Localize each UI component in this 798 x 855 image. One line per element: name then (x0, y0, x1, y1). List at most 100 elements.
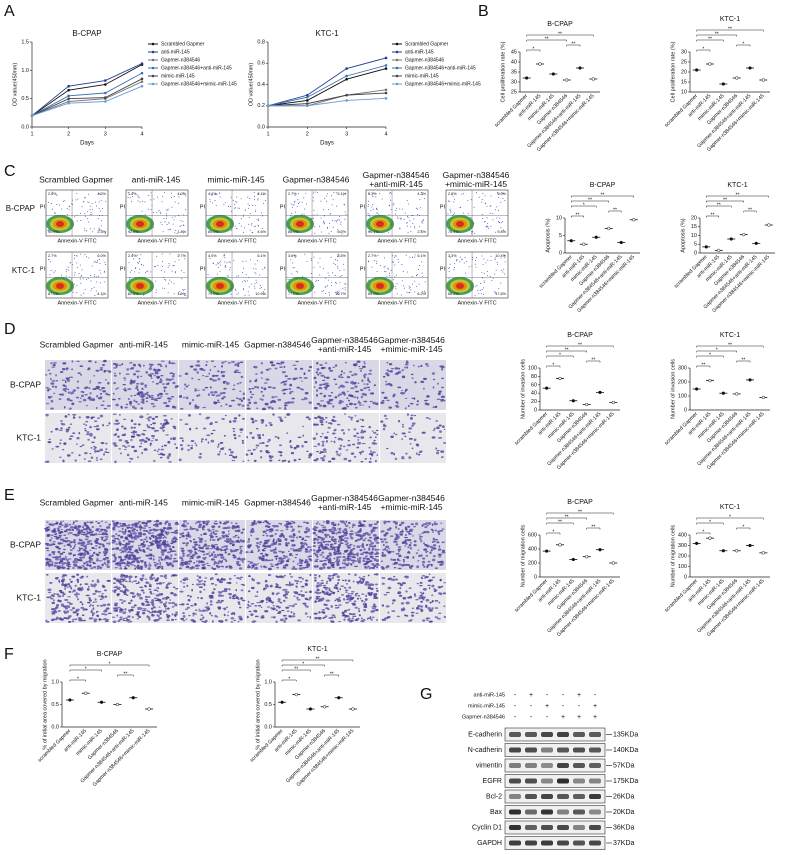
stained-cell (440, 560, 444, 564)
stained-cell (368, 453, 371, 455)
stained-cell (142, 549, 145, 552)
stained-cell (315, 432, 318, 436)
stained-cell (55, 532, 58, 536)
stained-cell (56, 379, 59, 382)
stained-cell (325, 384, 330, 388)
event-dot (497, 192, 499, 194)
event-dot (321, 291, 323, 293)
stained-cell (332, 546, 336, 548)
stained-cell (115, 533, 118, 536)
stained-cell (201, 520, 206, 523)
stained-cell (122, 418, 127, 421)
stained-cell (145, 536, 148, 539)
event-dot (257, 193, 259, 195)
event-dot (423, 219, 425, 221)
event-dot (334, 274, 336, 276)
stained-cell (351, 525, 354, 529)
event-dot (422, 276, 424, 278)
stained-cell (200, 438, 205, 440)
event-dot (98, 208, 100, 210)
stained-cell (139, 391, 144, 394)
stained-cell (375, 555, 379, 558)
stained-cell (209, 538, 212, 541)
stained-cell (147, 438, 151, 441)
stained-cell (186, 554, 190, 557)
stained-cell (316, 367, 320, 371)
stained-cell (375, 542, 380, 544)
stained-cell (394, 433, 398, 436)
stained-cell (317, 373, 320, 376)
event-dot (47, 229, 49, 231)
stained-cell (164, 522, 167, 525)
stained-cell (186, 541, 189, 544)
stained-cell (337, 395, 340, 397)
event-dot (214, 193, 216, 195)
event-dot (150, 208, 152, 210)
stained-cell (103, 369, 107, 373)
event-dot (238, 223, 240, 225)
stained-cell (360, 460, 364, 463)
y-tick-label: 80 (531, 374, 537, 380)
stained-cell (239, 545, 244, 548)
event-dot (259, 287, 261, 289)
stained-cell (270, 565, 274, 568)
stained-cell (218, 525, 221, 528)
event-dot (316, 214, 318, 216)
stained-cell (269, 457, 272, 460)
event-dot (449, 263, 451, 265)
x-axis-label: Annexin-V FITC (297, 300, 336, 306)
stained-cell (438, 437, 443, 439)
stained-cell (206, 545, 211, 547)
event-dot (297, 203, 299, 205)
stained-cell (84, 387, 88, 390)
stained-cell (366, 386, 371, 389)
data-point (384, 91, 388, 95)
panel-letter: E (4, 487, 15, 504)
stained-cell (340, 370, 343, 373)
stained-cell (362, 559, 366, 562)
stained-cell (139, 528, 142, 532)
event-dot (416, 214, 418, 216)
stained-cell (126, 441, 130, 444)
stained-cell (159, 393, 164, 396)
stained-cell (304, 391, 309, 395)
stained-cell (147, 567, 151, 570)
stained-cell (156, 536, 160, 540)
stained-cell (417, 365, 420, 368)
stained-cell (64, 380, 67, 384)
stained-cell (324, 388, 328, 391)
mean-marker (131, 696, 135, 700)
stained-cell (63, 544, 66, 547)
stained-cell (153, 449, 157, 452)
stained-cell (282, 380, 287, 383)
event-dot (448, 270, 450, 272)
event-dot (456, 259, 458, 261)
event-dot (453, 201, 455, 203)
stained-cell (247, 459, 250, 462)
stained-cell (257, 520, 261, 523)
stained-cell (89, 434, 93, 437)
stained-cell (192, 538, 196, 541)
y-axis-label: Number of migration cells (670, 525, 676, 588)
event-dot (50, 270, 52, 272)
data-point (30, 114, 34, 117)
stained-cell (347, 440, 351, 442)
stained-cell (56, 566, 61, 570)
event-dot (327, 279, 329, 281)
stained-cell (440, 456, 444, 458)
event-dot (83, 292, 85, 294)
column-label: Gapmer-n384546 (283, 174, 350, 184)
stained-cell (223, 387, 227, 390)
y-axis-label: Cell proliferation rate (%) (500, 41, 506, 102)
stained-cell (371, 551, 374, 554)
significance-bracket (566, 44, 581, 47)
stained-cell (224, 527, 228, 529)
stained-cell (135, 551, 139, 554)
event-dot (167, 229, 169, 231)
stained-cell (285, 544, 289, 547)
stained-cell (65, 558, 68, 561)
stained-cell (159, 426, 164, 430)
stained-cell (105, 442, 108, 445)
stained-cell (82, 556, 86, 559)
stained-cell (443, 442, 447, 444)
